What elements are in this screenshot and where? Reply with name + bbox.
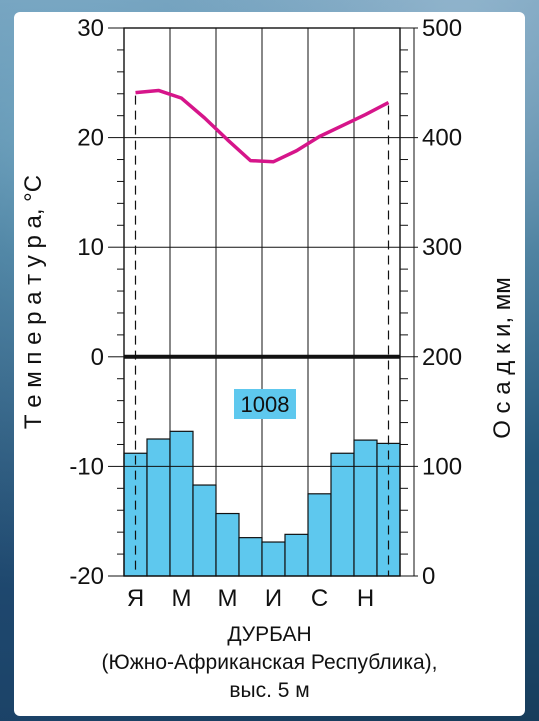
precipitation-tick-label: 300 [422,234,462,261]
station-country: (Южно-Африканская Республика), [101,651,438,674]
precip-bar-6 [238,537,263,577]
temperature-tick-label: -20 [69,563,104,590]
precipitation-tick-label: 200 [422,344,462,371]
total-precipitation-box [234,389,296,419]
temperature-tick-label: 30 [77,15,104,42]
temperature-curve [135,88,390,164]
precip-bar-11 [353,439,378,577]
grid-lines [123,27,401,577]
precip-bar-5 [215,512,240,577]
month-tick-label: М [218,585,238,612]
station-name: ДУРБАН [227,623,312,646]
climate-chart-card [14,12,525,716]
precipitation-tick-label: 500 [422,15,462,42]
temperature-curve-group [135,88,390,164]
month-tick-label: Я [127,585,144,612]
precip-bar-10 [330,452,355,577]
precipitation-tick-label: 400 [422,125,462,152]
station-altitude: выс. 5 м [229,679,310,702]
precip-bar-7 [261,541,286,577]
precipitation-tick-label: 0 [422,563,435,590]
plot-frame [123,27,401,577]
precip-bar-4 [192,484,217,577]
axis-ticks [108,27,418,577]
temperature-tick-label: 0 [91,344,104,371]
precip-bar-3 [169,430,194,577]
month-tick-label: И [265,585,282,612]
month-tick-label: Н [357,585,374,612]
temperature-tick-label: 10 [77,234,104,261]
temperature-axis-label: Т е м п е р а т у р а, °С [20,175,47,429]
precipitation-tick-label: 100 [422,453,462,480]
precip-bar-8 [284,533,309,577]
precipitation-axis-label: О с а д к и, мм [489,277,516,439]
precip-bar-9 [307,493,332,577]
temperature-tick-label: -10 [69,453,104,480]
precip-bar-2 [146,438,171,577]
month-tick-label: С [311,585,328,612]
temperature-dashed-drops [134,95,390,576]
month-tick-label: М [172,585,192,612]
total-precipitation-value: 1008 [241,392,290,417]
temperature-tick-label: 20 [77,125,104,152]
